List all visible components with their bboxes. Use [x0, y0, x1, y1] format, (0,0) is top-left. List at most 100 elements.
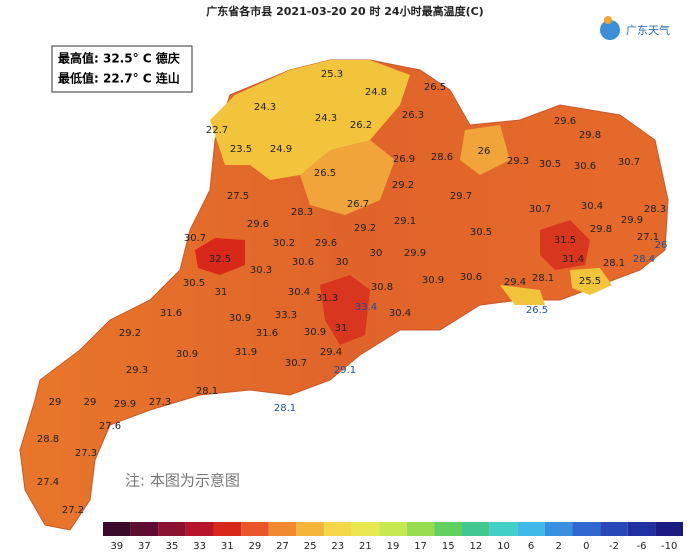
legend-swatch	[158, 522, 186, 536]
temperature-label: 30	[370, 248, 383, 259]
temperature-label: 30.9	[304, 327, 326, 338]
legend-label: -6	[637, 541, 647, 552]
temperature-label: 29.2	[392, 180, 414, 191]
legend-label: 37	[138, 541, 151, 552]
legend-swatch	[627, 522, 656, 536]
legend-label: 39	[110, 541, 123, 552]
temperature-label: 29.3	[126, 365, 148, 376]
legend-swatch	[544, 522, 573, 536]
temperature-label: 29.9	[621, 215, 643, 226]
temperature-label: 29.1	[394, 216, 416, 227]
temperature-label: 31.6	[160, 308, 182, 319]
temperature-label: 30.5	[183, 278, 205, 289]
legend-label: 23	[331, 541, 344, 552]
temperature-label: 29.1	[334, 365, 356, 376]
temperature-label: 26.5	[526, 305, 548, 316]
temperature-label: 33.3	[275, 310, 297, 321]
temperature-label: 30.7	[529, 204, 551, 215]
temperature-label: 30.9	[229, 313, 251, 324]
temperature-label: 22.7	[206, 125, 228, 136]
temperature-label: 31.6	[256, 328, 278, 339]
temperature-label: 27.4	[37, 477, 59, 488]
legend-label: 19	[387, 541, 400, 552]
legend-swatch	[130, 522, 159, 536]
temperature-label: 29.9	[404, 248, 426, 259]
legend-label: 10	[497, 541, 510, 552]
temperature-label: 31	[215, 287, 228, 298]
temperature-label: 24.8	[365, 87, 387, 98]
temperature-label: 29.9	[114, 399, 136, 410]
temperature-label: 28.8	[37, 434, 59, 445]
temperature-label: 30.7	[285, 358, 307, 369]
temperature-label: 30	[336, 257, 349, 268]
legend-swatch	[600, 522, 628, 536]
temperature-label: 30.4	[389, 308, 411, 319]
min-value: 最低值: 22.7° C 连山	[58, 71, 180, 86]
temperature-label: 30.5	[539, 159, 561, 170]
legend-swatch	[655, 522, 683, 536]
temperature-label: 31.5	[554, 235, 576, 246]
legend-label: 6	[528, 541, 534, 552]
logo-text: 广东天气	[626, 23, 670, 37]
temperature-label: 30.2	[273, 238, 295, 249]
temperature-label: 29.2	[119, 328, 141, 339]
temperature-label: 25.3	[321, 69, 343, 80]
legend-swatch	[351, 522, 380, 536]
temperature-label: 26.3	[402, 110, 424, 121]
temperature-label: 26.5	[424, 82, 446, 93]
temperature-label: 25.5	[579, 276, 601, 287]
temperature-label: 27.3	[149, 397, 171, 408]
temperature-label: 31.4	[562, 254, 584, 265]
legend-label: 25	[304, 541, 317, 552]
temperature-label: 26.2	[350, 120, 372, 131]
temperature-label: 27.3	[75, 448, 97, 459]
temperature-label: 30.6	[574, 161, 596, 172]
temperature-label: 28.1	[196, 386, 218, 397]
temperature-label: 29.3	[507, 156, 529, 167]
legend-label: 2	[556, 541, 562, 552]
temperature-label: 30.6	[460, 272, 482, 283]
legend-label: 15	[442, 541, 455, 552]
temperature-label: 29.6	[554, 116, 576, 127]
legend-label: 33	[193, 541, 206, 552]
legend-label: 12	[469, 541, 482, 552]
temperature-label: 29	[49, 397, 62, 408]
temperature-label: 31.3	[316, 293, 338, 304]
temperature-label: 27.5	[227, 191, 249, 202]
temperature-label: 30.3	[250, 265, 272, 276]
legend-swatch	[406, 522, 435, 536]
temperature-label: 29.4	[504, 277, 526, 288]
legend-swatch	[434, 522, 463, 536]
temperature-label: 27.1	[637, 232, 659, 243]
temperature-label: 33.4	[355, 302, 377, 313]
legend-label: 31	[221, 541, 234, 552]
temperature-label: 31.9	[235, 347, 257, 358]
legend-swatch	[296, 522, 324, 536]
legend-label: 29	[249, 541, 262, 552]
note: 注: 本图为示意图	[125, 472, 240, 490]
temperature-label: 28.6	[431, 152, 453, 163]
temperature-label: 23.5	[230, 144, 252, 155]
temperature-label: 27.2	[62, 505, 84, 516]
temperature-label: 29	[84, 397, 97, 408]
temperature-label: 28.3	[644, 204, 666, 215]
legend-swatch	[517, 522, 545, 536]
legend-swatch	[103, 522, 131, 536]
temperature-label: 26	[655, 240, 668, 251]
temperature-label: 28.1	[603, 258, 625, 269]
temperature-label: 28.3	[291, 207, 313, 218]
temperature-label: 26.7	[347, 199, 369, 210]
temperature-label: 28.1	[532, 273, 554, 284]
logo: 广东天气	[600, 16, 670, 40]
temperature-label: 24.3	[254, 102, 276, 113]
temperature-label: 28.1	[274, 403, 296, 414]
temperature-label: 32.5	[209, 254, 231, 265]
temperature-label: 30.4	[288, 287, 310, 298]
legend-swatch	[379, 522, 407, 536]
temperature-label: 24.9	[270, 144, 292, 155]
max-value: 最高值: 32.5° C 德庆	[58, 51, 180, 66]
legend-swatch	[489, 522, 518, 536]
legend-label: -10	[661, 541, 677, 552]
legend-label: -2	[609, 541, 619, 552]
